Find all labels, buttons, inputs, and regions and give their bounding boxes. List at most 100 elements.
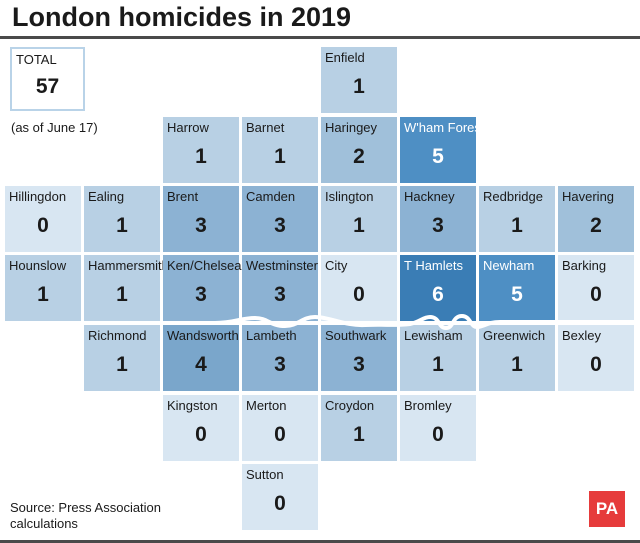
tile-havering: Havering 2 xyxy=(558,186,634,252)
tile-value: 1 xyxy=(432,353,444,376)
tile-name: Ealing xyxy=(88,189,125,204)
tile-value: 1 xyxy=(116,283,128,306)
tile-value: 0 xyxy=(590,353,602,376)
tile-newham: Newham 5 xyxy=(479,255,555,321)
tile-name: Southwark xyxy=(325,328,387,343)
tile-bromley: Bromley 0 xyxy=(400,395,476,461)
tile-name: Greenwich xyxy=(483,328,546,343)
tile-value: 0 xyxy=(432,423,444,446)
tile-wandsworth: Wandsworth 4 xyxy=(163,325,239,391)
tile-islington: Islington 1 xyxy=(321,186,397,252)
tile-richmond: Richmond 1 xyxy=(84,325,160,391)
tile-hillingdon: Hillingdon 0 xyxy=(5,186,81,252)
tile-name: Barking xyxy=(562,258,607,273)
tile-camden: Camden 3 xyxy=(242,186,318,252)
total-box: TOTAL 57 xyxy=(10,47,85,111)
tile-name: Enfield xyxy=(325,50,365,65)
tile-barking: Barking 0 xyxy=(558,255,634,321)
source-note: Source: Press Association calculations xyxy=(10,500,161,532)
tile-value: 2 xyxy=(590,214,602,237)
tile-value: 1 xyxy=(511,214,523,237)
tile-merton: Merton 0 xyxy=(242,395,318,461)
tile-lambeth: Lambeth 3 xyxy=(242,325,318,391)
tile-lewisham: Lewisham 1 xyxy=(400,325,476,391)
tile-name: Brent xyxy=(167,189,199,204)
tile-value: 3 xyxy=(432,214,444,237)
title-rule xyxy=(0,36,640,39)
tile-value: 0 xyxy=(590,283,602,306)
tile-value: 1 xyxy=(116,353,128,376)
as-of-note: (as of June 17) xyxy=(11,120,98,135)
tile-value: 5 xyxy=(511,283,523,306)
tile-greenwich: Greenwich 1 xyxy=(479,325,555,391)
tile-value: 0 xyxy=(195,423,207,446)
tile-name: Lewisham xyxy=(404,328,463,343)
tile-westminster: Westminster 3 xyxy=(242,255,318,321)
tile-hackney: Hackney 3 xyxy=(400,186,476,252)
tile-name: Ken/Chelsea xyxy=(167,258,242,273)
tile-name: Bromley xyxy=(404,398,452,413)
tile-sutton: Sutton 0 xyxy=(242,464,318,530)
tile-value: 0 xyxy=(353,283,365,306)
tile-name: Richmond xyxy=(88,328,147,343)
tile-name: Barnet xyxy=(246,120,285,135)
tile-value: 1 xyxy=(353,214,365,237)
tile-name: Croydon xyxy=(325,398,375,413)
tile-ealing: Ealing 1 xyxy=(84,186,160,252)
tile-name: Merton xyxy=(246,398,287,413)
tile-name: Redbridge xyxy=(483,189,543,204)
chart-title: London homicides in 2019 xyxy=(12,2,352,32)
pa-logo: PA xyxy=(589,491,625,527)
tile-name: Lambeth xyxy=(246,328,297,343)
tile-brent: Brent 3 xyxy=(163,186,239,252)
tile-bexley: Bexley 0 xyxy=(558,325,634,391)
tile-waltham-forest: W'ham Forest 5 xyxy=(400,117,485,183)
tile-value: 6 xyxy=(432,283,444,306)
tile-barnet: Barnet 1 xyxy=(242,117,318,183)
tile-hammersmith: Hammersmith 1 xyxy=(84,255,169,321)
tile-value: 3 xyxy=(195,283,207,306)
tile-name: Hillingdon xyxy=(9,189,67,204)
tile-value: 1 xyxy=(274,145,286,168)
tile-name: Westminster xyxy=(246,258,318,273)
bottom-rule xyxy=(0,540,640,543)
source-line-2: calculations xyxy=(10,516,78,531)
tile-croydon: Croydon 1 xyxy=(321,395,397,461)
tile-name: Havering xyxy=(562,189,615,204)
tile-name: W'ham Forest xyxy=(404,120,485,135)
tile-value: 2 xyxy=(353,145,365,168)
tile-value: 1 xyxy=(37,283,49,306)
source-line-1: Source: Press Association xyxy=(10,500,162,515)
tile-value: 3 xyxy=(274,353,286,376)
tile-value: 4 xyxy=(195,353,207,376)
tile-name: Kingston xyxy=(167,398,218,413)
tile-name: Camden xyxy=(246,189,296,204)
tile-value: 1 xyxy=(116,214,128,237)
tile-value: 3 xyxy=(353,353,365,376)
tile-name: City xyxy=(325,258,348,273)
tile-value: 1 xyxy=(353,75,365,98)
tile-ken-chelsea: Ken/Chelsea 3 xyxy=(163,255,242,321)
tile-name: Newham xyxy=(483,258,535,273)
tile-name: Haringey xyxy=(325,120,378,135)
tile-name: Bexley xyxy=(562,328,602,343)
tile-haringey: Haringey 2 xyxy=(321,117,397,183)
tile-kingston: Kingston 0 xyxy=(163,395,239,461)
tile-value: 1 xyxy=(195,145,207,168)
tile-name: Sutton xyxy=(246,467,284,482)
tile-value: 3 xyxy=(195,214,207,237)
tile-name: Islington xyxy=(325,189,374,204)
tile-tower-hamlets: T Hamlets 6 xyxy=(400,255,476,321)
total-label: TOTAL xyxy=(16,52,57,67)
tile-value: 0 xyxy=(37,214,49,237)
tile-value: 5 xyxy=(432,145,444,168)
tile-name: Wandsworth xyxy=(167,328,239,343)
tile-value: 1 xyxy=(353,423,365,446)
tile-enfield: Enfield 1 xyxy=(321,47,397,113)
tile-value: 0 xyxy=(274,423,286,446)
tile-name: Hammersmith xyxy=(88,258,169,273)
tile-value: 1 xyxy=(511,353,523,376)
tile-name: Hounslow xyxy=(9,258,67,273)
tile-name: Hackney xyxy=(404,189,455,204)
tile-value: 0 xyxy=(274,492,286,515)
